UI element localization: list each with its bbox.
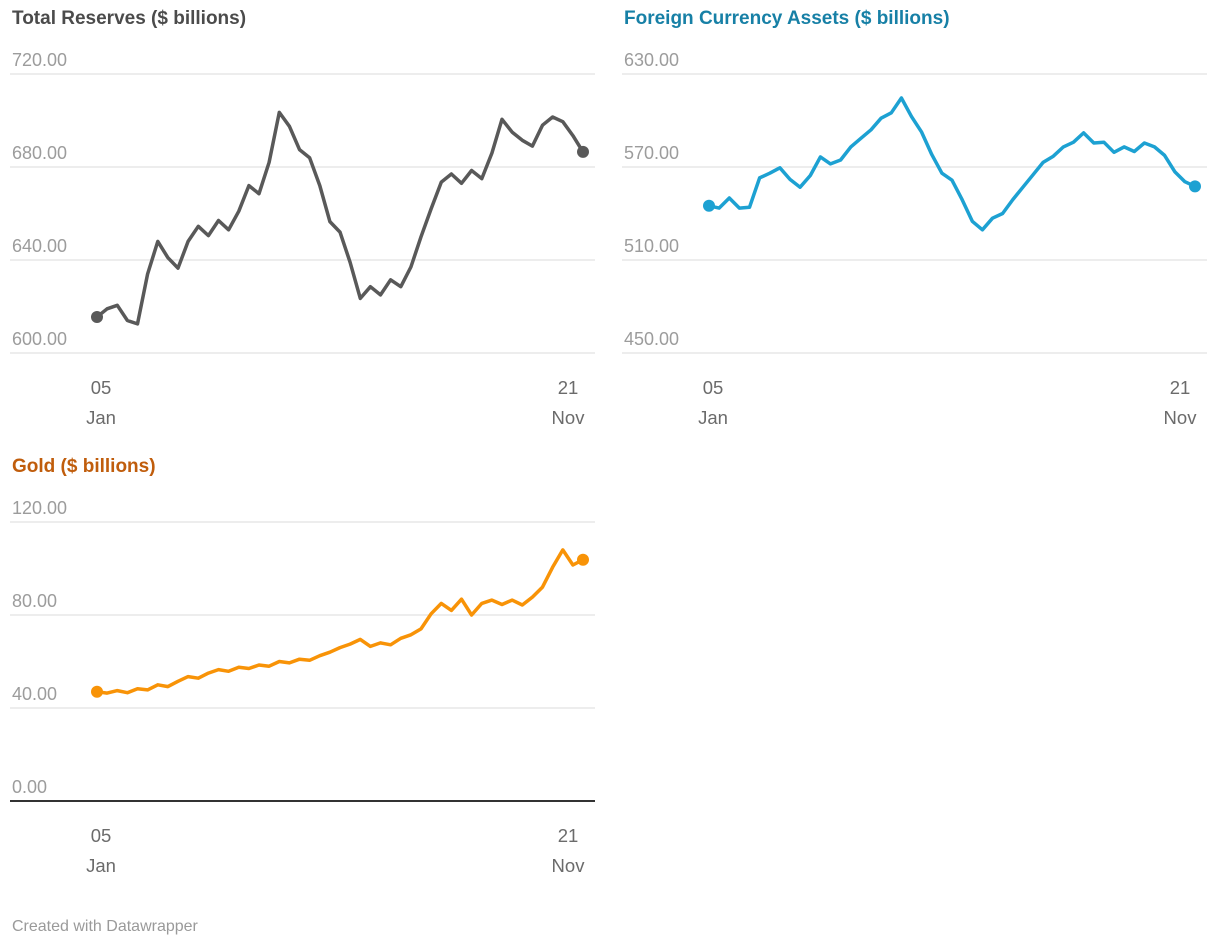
y-tick-label: 640.00 (12, 236, 67, 256)
total-reserves-chart: Total Reserves ($ billions) 720.00 680.00… (10, 6, 595, 434)
series-end-dot (577, 145, 589, 158)
gold-title: Gold ($ billions) (12, 456, 156, 477)
x-tick-day: 05 (91, 825, 112, 846)
x-tick-month: Jan (86, 855, 116, 876)
y-tick-label: 120.00 (12, 498, 67, 518)
y-tick-label: 0.00 (12, 777, 47, 797)
series-start-dot (703, 199, 715, 212)
y-tick-label: 600.00 (12, 329, 67, 349)
total-reserves-title: Total Reserves ($ billions) (12, 8, 247, 29)
y-tick-label: 450.00 (624, 329, 679, 349)
x-tick-month: Jan (698, 407, 728, 428)
y-tick-label: 720.00 (12, 50, 67, 70)
series-start-dot (91, 685, 103, 698)
series-end-dot (1189, 180, 1201, 193)
y-tick-label: 510.00 (624, 236, 679, 256)
series-line (95, 548, 585, 695)
x-tick-month: Jan (86, 407, 116, 428)
gold-plot: 120.00 80.00 40.00 0.00 05 Jan 21 Nov (10, 498, 595, 876)
x-tick-day: 21 (558, 377, 579, 398)
y-tick-label: 80.00 (12, 591, 57, 611)
series-end-dot (577, 553, 589, 566)
x-tick-month: Nov (1164, 407, 1198, 428)
series-line (707, 96, 1197, 232)
y-tick-label: 680.00 (12, 143, 67, 163)
x-tick-day: 21 (1170, 377, 1191, 398)
x-tick-day: 21 (558, 825, 579, 846)
x-tick-day: 05 (91, 377, 112, 398)
foreign-currency-assets-title: Foreign Currency Assets ($ billions) (624, 8, 950, 29)
datawrapper-credit-link[interactable]: Created with Datawrapper (12, 918, 198, 935)
x-tick-month: Nov (552, 407, 586, 428)
y-tick-label: 40.00 (12, 684, 57, 704)
series-start-dot (91, 311, 103, 323)
foreign-currency-assets-chart: Foreign Currency Assets ($ billions) 630… (622, 6, 1207, 434)
y-tick-label: 630.00 (624, 50, 679, 70)
x-tick-day: 05 (703, 377, 724, 398)
y-tick-label: 570.00 (624, 143, 679, 163)
gold-chart: Gold ($ billions) 120.00 80.00 40.00 0.00 05… (10, 454, 595, 882)
total-reserves-plot: 720.00 680.00 640.00 600.00 05 Jan 21 Nov (10, 50, 595, 428)
foreign-currency-assets-plot: 630.00 570.00 510.00 450.00 05 Jan 21 Nov (622, 50, 1207, 428)
series-line (95, 110, 585, 326)
x-tick-month: Nov (552, 855, 586, 876)
